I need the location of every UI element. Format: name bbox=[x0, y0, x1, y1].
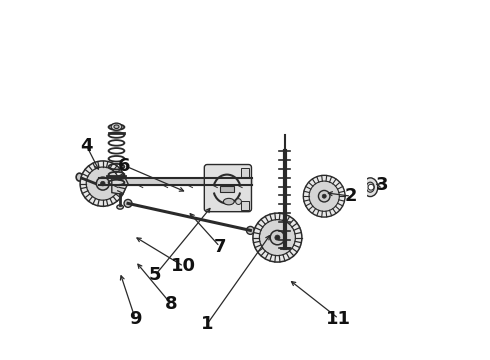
Bar bbox=[220, 186, 234, 192]
Bar bbox=[242, 201, 249, 210]
Text: 4: 4 bbox=[80, 137, 93, 155]
Circle shape bbox=[97, 177, 109, 190]
Ellipse shape bbox=[363, 178, 378, 197]
Circle shape bbox=[259, 220, 295, 256]
Circle shape bbox=[275, 235, 280, 240]
Circle shape bbox=[246, 226, 254, 234]
Circle shape bbox=[86, 167, 120, 200]
Text: 9: 9 bbox=[129, 310, 142, 328]
FancyBboxPatch shape bbox=[204, 165, 251, 212]
Text: 7: 7 bbox=[214, 238, 226, 256]
Circle shape bbox=[80, 161, 125, 206]
Circle shape bbox=[236, 199, 242, 204]
Circle shape bbox=[368, 184, 374, 190]
Polygon shape bbox=[112, 176, 128, 194]
Circle shape bbox=[303, 175, 345, 217]
Text: 11: 11 bbox=[326, 310, 351, 328]
Ellipse shape bbox=[111, 123, 122, 130]
Ellipse shape bbox=[367, 182, 374, 192]
Text: 2: 2 bbox=[345, 187, 357, 205]
Circle shape bbox=[309, 181, 339, 211]
Circle shape bbox=[322, 194, 326, 198]
Text: 3: 3 bbox=[375, 176, 388, 194]
Circle shape bbox=[270, 230, 285, 245]
Bar bbox=[360, 176, 368, 198]
Ellipse shape bbox=[117, 205, 123, 209]
Text: 1: 1 bbox=[201, 315, 214, 333]
Circle shape bbox=[100, 181, 105, 186]
Ellipse shape bbox=[114, 125, 119, 129]
Ellipse shape bbox=[223, 198, 234, 205]
Bar bbox=[242, 168, 249, 177]
Text: 8: 8 bbox=[165, 295, 177, 313]
Text: 5: 5 bbox=[149, 266, 161, 284]
Circle shape bbox=[318, 190, 330, 202]
Text: 10: 10 bbox=[172, 257, 196, 275]
Circle shape bbox=[124, 199, 132, 207]
Text: 6: 6 bbox=[118, 157, 131, 175]
Ellipse shape bbox=[76, 173, 83, 181]
Circle shape bbox=[253, 213, 302, 262]
